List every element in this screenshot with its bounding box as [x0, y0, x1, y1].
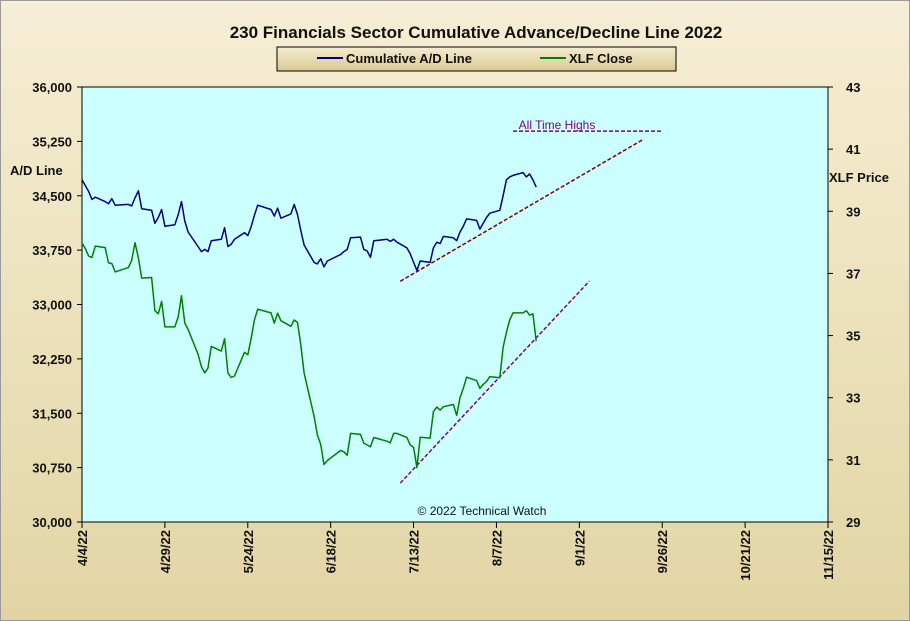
right-tick-label: 33 [846, 391, 860, 406]
x-tick-label: 4/29/22 [158, 530, 173, 573]
left-tick-label: 35,250 [32, 134, 72, 149]
ad-line-trendline [399, 139, 643, 282]
left-tick-label: 34,500 [32, 189, 72, 204]
copyright-note: © 2022 Technical Watch [418, 504, 547, 518]
x-tick-label: 9/1/22 [572, 530, 587, 566]
left-tick-label: 30,000 [32, 515, 72, 530]
legend-label-xlf-close: XLF Close [569, 51, 633, 66]
series-group [81, 171, 537, 469]
left-tick-label: 30,750 [32, 461, 72, 476]
right-tick-label: 41 [846, 142, 860, 157]
right-axis: 29 31 33 35 37 39 41 43 [828, 80, 860, 530]
left-axis-label: A/D Line [10, 163, 63, 178]
x-tick-label: 7/13/22 [407, 530, 422, 573]
right-tick-label: 35 [846, 329, 860, 344]
x-tick-label: 8/7/22 [489, 530, 504, 566]
left-tick-label: 36,000 [32, 80, 72, 95]
right-tick-label: 43 [846, 80, 860, 95]
right-tick-label: 39 [846, 204, 860, 219]
x-tick-label: 10/21/22 [738, 530, 753, 581]
legend-box [276, 46, 677, 72]
plot-area [81, 86, 829, 523]
x-tick-label: 9/26/22 [655, 530, 670, 573]
legend: Cumulative A/D Line XLF Close [276, 46, 677, 72]
left-tick-label: 33,000 [32, 298, 72, 313]
xlf-close-series [81, 241, 537, 469]
right-tick-label: 29 [846, 515, 860, 530]
x-tick-label: 11/15/22 [821, 530, 836, 580]
left-tick-label: 33,750 [32, 243, 72, 258]
chart-title: 230 Financials Sector Cumulative Advance… [230, 23, 723, 42]
left-tick-label: 31,500 [32, 406, 72, 421]
annotations [399, 130, 663, 484]
legend-label-ad-line: Cumulative A/D Line [346, 51, 472, 66]
right-tick-label: 31 [846, 453, 860, 468]
x-tick-label: 5/24/22 [241, 530, 256, 573]
x-tick-label: 4/4/22 [75, 530, 90, 566]
left-axis: 30,000 30,750 31,500 32,250 33,000 33,750 34,5… [32, 80, 82, 530]
x-tick-label: 6/18/22 [324, 530, 339, 573]
right-tick-label: 37 [846, 266, 860, 281]
xlf-trendline [399, 280, 590, 484]
left-tick-label: 32,250 [32, 352, 72, 367]
x-axis: 4/4/22 4/29/22 5/24/22 6/18/22 7/13/22 8/7/22… [75, 522, 836, 581]
ad-line-series [81, 171, 537, 272]
annotation-all-time-highs: All Time Highs [519, 118, 596, 132]
right-axis-label: XLF Price [829, 170, 889, 185]
